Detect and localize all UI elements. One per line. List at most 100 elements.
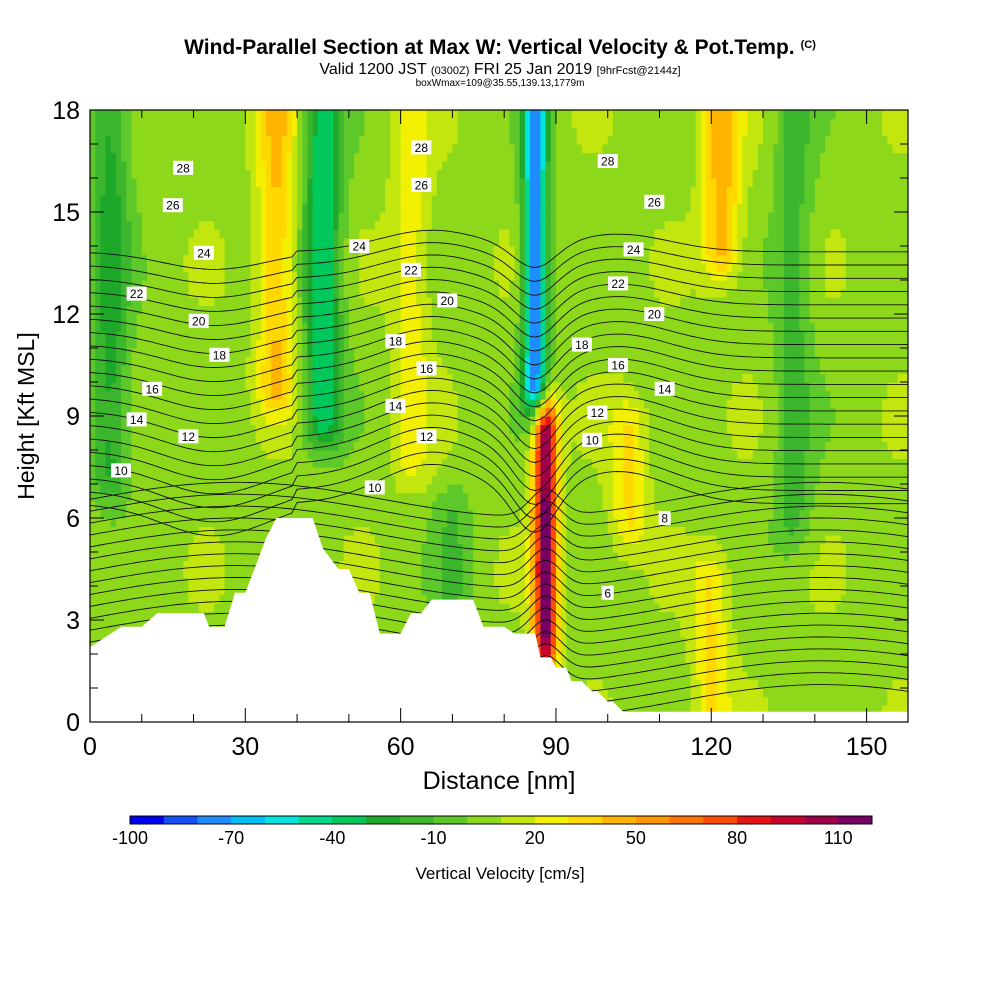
velocity-cell	[193, 569, 200, 579]
velocity-cell	[100, 195, 107, 205]
velocity-cell	[193, 169, 200, 179]
velocity-cell	[126, 424, 133, 434]
velocity-cell	[374, 288, 381, 298]
velocity-cell	[115, 135, 122, 145]
velocity-cell	[338, 484, 345, 494]
velocity-cell	[219, 237, 226, 247]
velocity-cell	[136, 305, 143, 315]
velocity-cell	[162, 237, 169, 247]
velocity-cell	[146, 407, 153, 417]
velocity-cell	[188, 152, 195, 162]
velocity-cell	[328, 203, 334, 213]
velocity-cell	[95, 356, 101, 366]
velocity-cell	[390, 161, 397, 171]
velocity-cell	[178, 424, 184, 434]
velocity-cell	[328, 288, 334, 298]
velocity-cell	[400, 518, 407, 528]
velocity-cell	[390, 594, 397, 604]
velocity-cell	[214, 484, 221, 494]
velocity-cell	[167, 399, 174, 409]
velocity-cell	[276, 118, 283, 128]
velocity-cell	[126, 543, 133, 553]
velocity-cell	[260, 441, 267, 451]
velocity-cell	[214, 509, 221, 519]
velocity-cell	[328, 280, 334, 290]
velocity-cell	[167, 322, 174, 332]
velocity-cell	[152, 135, 158, 145]
velocity-cell	[426, 416, 433, 426]
velocity-cell	[291, 331, 298, 341]
velocity-cell	[307, 331, 314, 341]
velocity-cell	[281, 450, 288, 460]
velocity-cell	[121, 526, 127, 536]
velocity-cell	[322, 526, 329, 536]
velocity-cell	[198, 271, 205, 281]
velocity-cell	[146, 603, 153, 613]
velocity-cell	[224, 458, 231, 468]
velocity-cell	[266, 382, 272, 392]
velocity-cell	[100, 365, 107, 375]
velocity-cell	[369, 399, 376, 409]
velocity-cell	[229, 373, 236, 383]
velocity-cell	[405, 390, 412, 400]
velocity-cell	[157, 322, 164, 332]
velocity-cell	[405, 416, 412, 426]
velocity-cell	[105, 577, 112, 587]
velocity-cell	[333, 560, 340, 570]
velocity-cell	[250, 161, 257, 171]
velocity-cell	[348, 195, 355, 205]
velocity-cell	[172, 373, 179, 383]
velocity-cell	[390, 195, 397, 205]
velocity-cell	[317, 501, 324, 511]
velocity-cell	[110, 577, 117, 587]
velocity-cell	[141, 237, 148, 247]
velocity-cell	[188, 594, 195, 604]
velocity-cell	[302, 458, 309, 468]
velocity-cell	[90, 322, 96, 332]
velocity-cell	[374, 297, 381, 307]
velocity-cell	[188, 543, 195, 553]
velocity-cell	[307, 144, 314, 154]
velocity-cell	[255, 399, 262, 409]
velocity-cell	[141, 169, 148, 179]
velocity-cell	[260, 161, 267, 171]
velocity-cell	[105, 169, 112, 179]
velocity-cell	[400, 161, 407, 171]
velocity-cell	[276, 178, 283, 188]
velocity-cell	[167, 135, 174, 145]
velocity-cell	[385, 475, 391, 485]
velocity-cell	[188, 348, 195, 358]
velocity-cell	[203, 271, 210, 281]
velocity-cell	[152, 450, 158, 460]
velocity-cell	[224, 144, 231, 154]
velocity-cell	[131, 220, 138, 230]
velocity-cell	[240, 552, 246, 562]
velocity-cell	[234, 501, 241, 511]
velocity-cell	[426, 560, 433, 570]
velocity-cell	[172, 518, 179, 528]
velocity-cell	[374, 594, 381, 604]
velocity-cell	[110, 382, 117, 392]
velocity-cell	[131, 237, 138, 247]
velocity-cell	[219, 178, 226, 188]
velocity-cell	[395, 390, 402, 400]
velocity-cell	[436, 135, 443, 145]
velocity-cell	[90, 331, 96, 341]
velocity-cell	[260, 152, 267, 162]
velocity-cell	[178, 254, 184, 264]
velocity-cell	[405, 586, 412, 596]
velocity-cell	[426, 552, 433, 562]
velocity-cell	[178, 603, 184, 613]
velocity-cell	[260, 169, 267, 179]
velocity-cell	[95, 127, 101, 137]
velocity-cell	[131, 135, 138, 145]
velocity-cell	[410, 416, 417, 426]
velocity-cell	[421, 560, 428, 570]
velocity-cell	[100, 594, 107, 604]
velocity-cell	[198, 135, 205, 145]
velocity-cell	[286, 373, 293, 383]
velocity-cell	[234, 543, 241, 553]
velocity-cell	[172, 280, 179, 290]
velocity-cell	[374, 195, 381, 205]
velocity-cell	[110, 212, 117, 222]
